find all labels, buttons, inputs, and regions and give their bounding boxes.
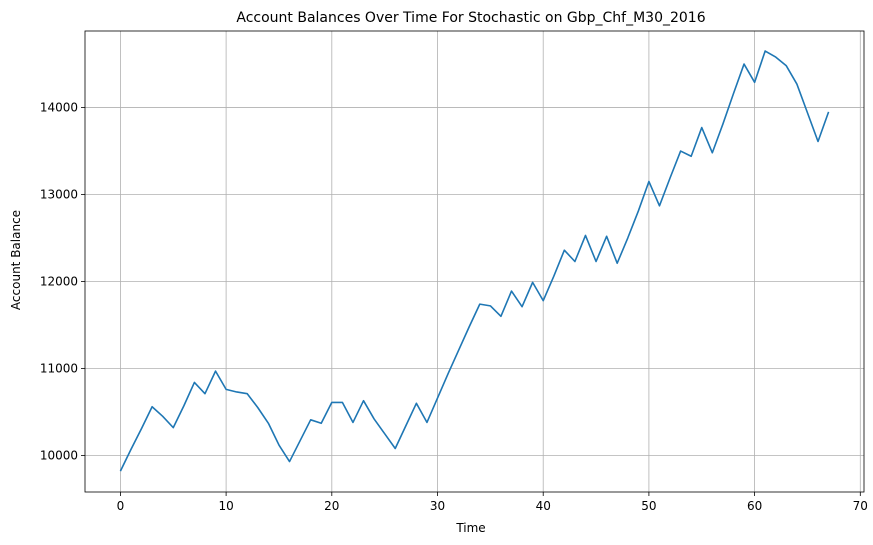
- x-axis-label: Time: [455, 521, 485, 535]
- series: [119, 50, 830, 472]
- chart-title: Account Balances Over Time For Stochasti…: [236, 10, 705, 26]
- x-tick-label: 30: [430, 499, 445, 513]
- x-tick-label: 20: [324, 499, 339, 513]
- x-tick-label: 10: [218, 499, 233, 513]
- grid: [85, 31, 864, 492]
- x-tick-label: 40: [536, 499, 551, 513]
- y-tick-label: 12000: [40, 275, 78, 289]
- x-tick-label: 0: [117, 499, 125, 513]
- y-tick-label: 14000: [40, 101, 78, 115]
- x-tick-label: 70: [853, 499, 868, 513]
- y-axis-label: Account Balance: [9, 210, 23, 310]
- axes: [84, 30, 865, 493]
- x-tick-label: 50: [641, 499, 656, 513]
- x-tick-label: 60: [747, 499, 762, 513]
- y-tick-label: 13000: [40, 188, 78, 202]
- ticks: 0 10 20 30 40 50 60 70 10000 11000 12000 13000 14000: [40, 101, 868, 513]
- y-tick-label: 10000: [40, 448, 78, 462]
- series-line: [119, 50, 830, 472]
- plot-frame: [84, 30, 865, 493]
- y-tick-label: 11000: [40, 361, 78, 375]
